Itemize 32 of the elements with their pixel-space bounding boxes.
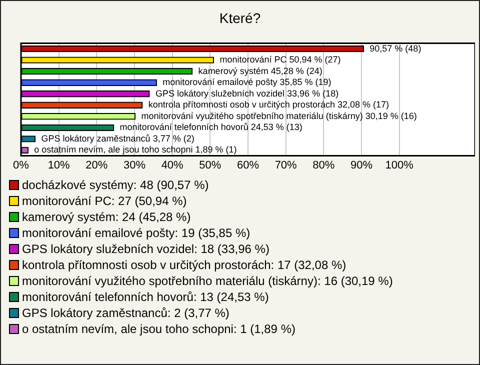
legend-label: kamerový systém: 24 (45,28 %) [22, 209, 191, 225]
x-tick-label: 0% [13, 159, 30, 172]
legend-label: GPS lokátory zaměstnanců: 2 (3,77 %) [22, 305, 230, 321]
x-tick-label: 80% [312, 159, 335, 172]
x-tick-label: 100% [385, 159, 414, 172]
data-label: o ostatním nevím, ale jsou toho schopni 1,89 % (1) [34, 144, 237, 155]
data-label: GPS lokátory zaměstnanců 3,77 % (2) [41, 133, 194, 144]
data-label: monitorování emailové pošty 35,85 % (19) [162, 77, 332, 88]
x-tick-label: 10% [48, 159, 70, 172]
x-tick-label: 50% [199, 159, 222, 172]
legend-label: o ostatním nevím, ale jsou toho schopni: 1 (1,89 %) [22, 321, 296, 337]
x-tick-label: 60% [236, 159, 260, 172]
data-label: monitorování využitého spotřebního materiálu (tiskárny) 30,19 % (16) [141, 110, 417, 121]
data-label: 90,57 % (48) [370, 43, 422, 54]
legend-label: monitorování emailové pošty: 19 (35,85 %) [22, 225, 250, 241]
legend-label: monitorování využitého spotřebního materiálu (tiskárny): 16 (30,19 %) [22, 273, 393, 289]
x-tick-label: 20% [86, 159, 108, 172]
chart-title: Které? [218, 10, 262, 26]
data-label: monitorování telefonních hovorů 24,53 % (13) [120, 122, 302, 132]
legend-label: monitorování telefonních hovorů: 13 (24,53 %) [22, 289, 269, 305]
x-tick-label: 90% [350, 159, 373, 172]
legend-label: monitorování PC: 27 (50,94 %) [22, 193, 187, 209]
data-label: kamerový systém 45,28 % (24) [198, 66, 322, 76]
x-tick-label: 70% [274, 159, 298, 172]
data-label: kontrola přítomnosti osob v určitých prostorách 32,08 % (17) [148, 100, 389, 110]
data-label: monitorování PC 50,94 % (27) [220, 54, 341, 65]
legend-label: docházkové systémy: 48 (90,57 %) [22, 177, 209, 193]
legend-label: GPS lokátory služebních vozidel: 18 (33,96 %) [22, 241, 270, 257]
data-label: GPS lokátory služebních vozidel 33,96 % (18) [155, 88, 339, 98]
x-tick-label: 30% [123, 159, 146, 172]
x-tick-label: 40% [161, 159, 184, 172]
legend-label: kontrola přítomnosti osob v určitých prostorách: 17 (32,08 %) [22, 257, 346, 273]
